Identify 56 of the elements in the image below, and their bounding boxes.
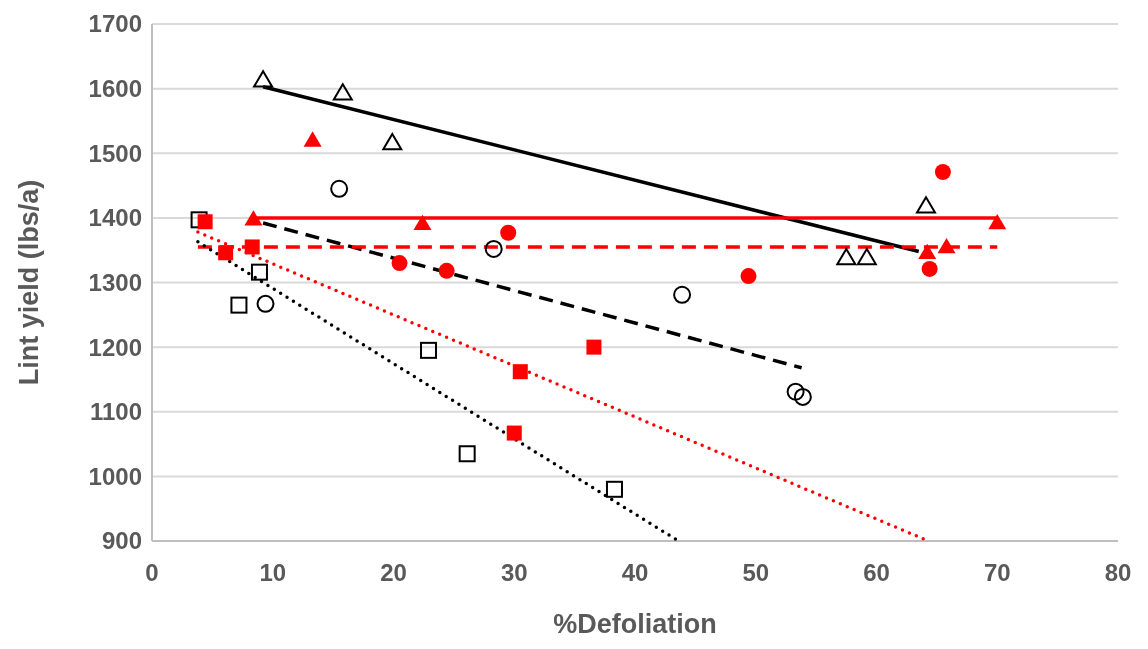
point [988,214,1007,230]
y-tick-label: 1300 [88,268,142,296]
y-tick-label: 1700 [88,10,142,38]
point [197,214,213,230]
point [244,239,260,255]
point [391,255,408,272]
point [934,163,951,180]
point [332,83,353,101]
x-tick-label: 20 [380,559,407,586]
point [250,263,268,281]
point [382,132,403,151]
x-tick-label: 10 [259,559,287,586]
x-tick-label: 80 [1104,559,1132,586]
point [793,387,812,406]
x-axis-title: %Defoliation [553,609,717,639]
point [413,214,432,230]
point [673,285,692,304]
x-tick-label: 30 [500,559,528,586]
x-tick-label: 50 [742,559,770,586]
point [303,131,322,147]
x-tick-label: 0 [145,559,159,586]
point [836,247,857,266]
point [916,196,937,214]
point [253,70,274,88]
point [190,211,208,229]
point [506,425,522,441]
y-tick-label: 1100 [89,398,142,426]
y-tick-label: 900 [101,527,142,555]
y-tick-label: 1600 [88,75,142,103]
y-tick-label: 1500 [88,139,142,167]
point [605,480,623,498]
point [786,382,805,401]
point [458,445,476,463]
point [330,179,349,198]
point [856,247,877,266]
y-tick-label: 1000 [88,462,142,490]
point [500,224,517,241]
point [918,243,937,260]
point [484,239,503,258]
point [218,245,234,261]
point [512,364,528,380]
x-tick-label: 70 [983,559,1011,586]
x-tick-label: 40 [621,559,649,586]
point [740,268,757,285]
y-axis-title: Lint yield (lbs/a) [14,179,44,386]
point [921,260,938,277]
point [256,294,275,313]
point [586,339,602,355]
point [230,296,248,314]
x-tick-label: 60 [863,559,890,586]
point [420,341,438,359]
y-tick-label: 1400 [88,204,142,232]
point [937,237,956,254]
y-tick-label: 1200 [88,333,142,361]
point [438,262,455,279]
point [244,210,263,226]
